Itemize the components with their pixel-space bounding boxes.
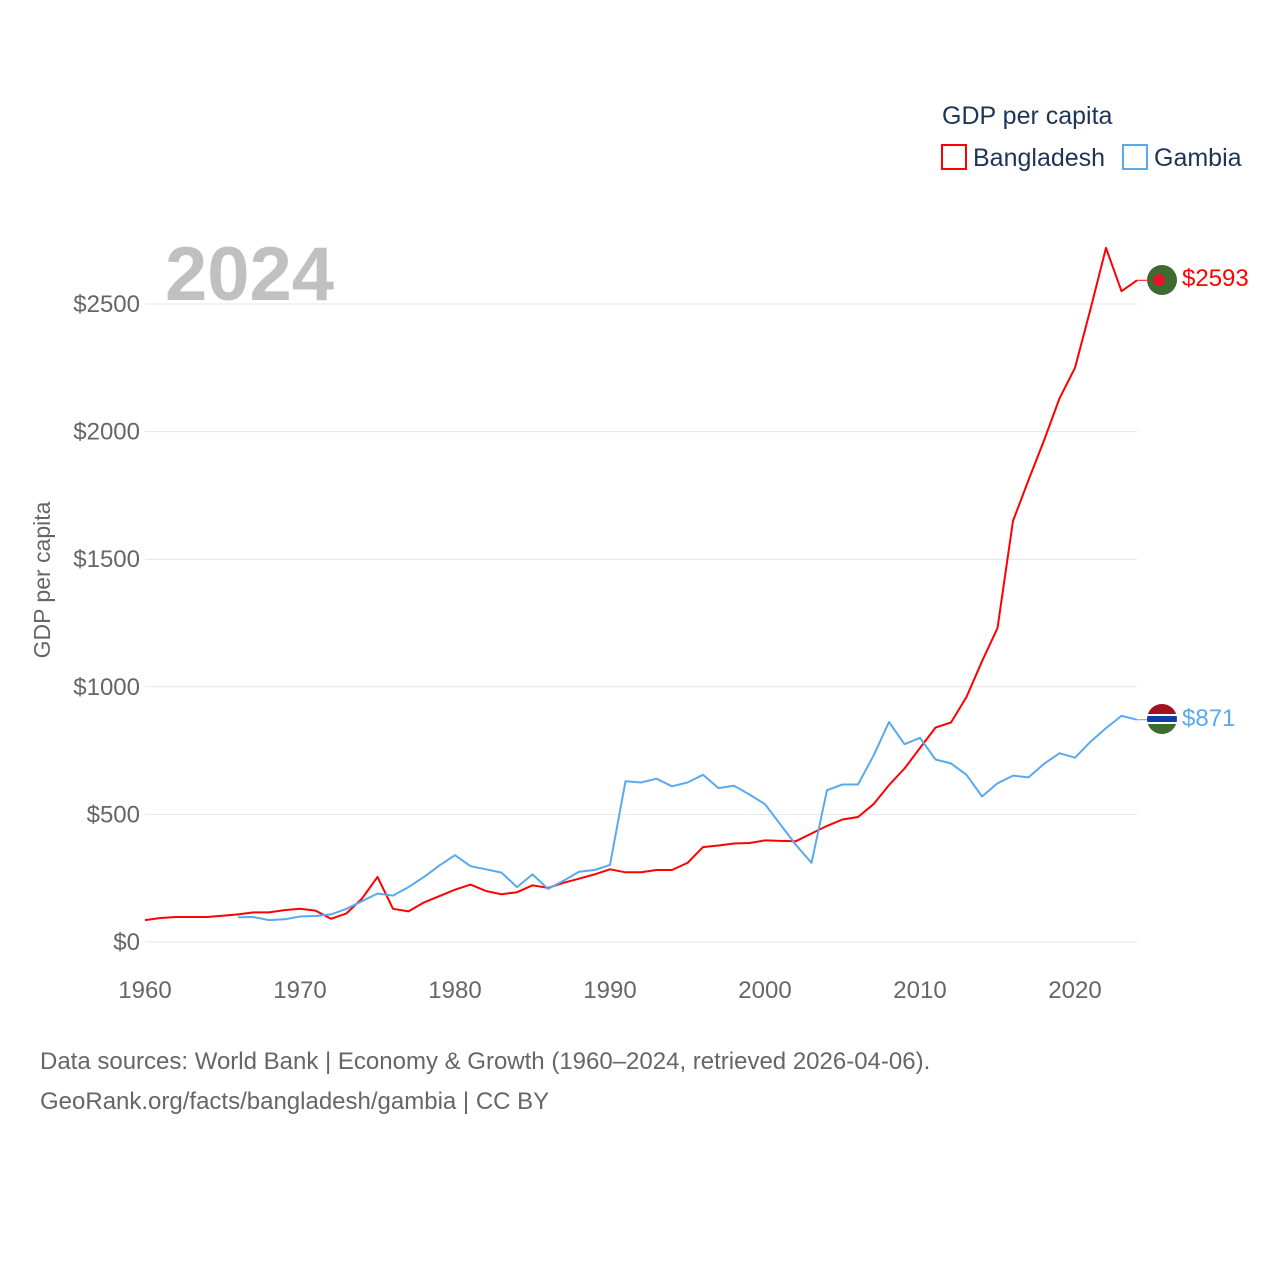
y-tick-label: $1500: [73, 546, 140, 573]
grid-lines: [145, 303, 1137, 943]
bangladesh-flag-icon: [1147, 265, 1177, 295]
y-axis-ticks: $0 $500 $1000 $1500 $2000 $2500: [73, 291, 140, 956]
footer-sources: Data sources: World Bank | Economy & Gro…: [40, 1048, 930, 1075]
legend-label-bangladesh[interactable]: Bangladesh: [973, 144, 1105, 172]
y-tick-label: $0: [113, 929, 140, 956]
x-tick-label: 1970: [273, 977, 326, 1004]
y-tick-label: $1000: [73, 674, 140, 701]
legend-swatch-gambia: [1122, 144, 1148, 170]
x-tick-label: 2000: [738, 977, 791, 1004]
x-tick-label: 1960: [118, 977, 171, 1004]
x-tick-label: 2010: [893, 977, 946, 1004]
bangladesh-end-label: $2593: [1182, 265, 1249, 292]
series-line-bangladesh: [144, 246, 1138, 922]
y-tick-label: $2500: [73, 291, 140, 318]
legend-title: GDP per capita: [942, 102, 1113, 130]
gambia-flag-icon: [1147, 704, 1177, 734]
x-tick-label: 1980: [428, 977, 481, 1004]
x-tick-label: 1990: [583, 977, 636, 1004]
x-tick-label: 2020: [1048, 977, 1101, 1004]
series-lines: [144, 246, 1147, 922]
legend: GDP per capita Bangladesh Gambia: [941, 102, 1242, 172]
footer-attribution[interactable]: GeoRank.org/facts/bangladesh/gambia | CC…: [40, 1088, 549, 1115]
y-tick-label: $2000: [73, 419, 140, 446]
x-axis-ticks: 1960 1970 1980 1990 2000 2010 2020: [118, 977, 1101, 1004]
y-tick-label: $500: [87, 801, 140, 828]
legend-label-gambia[interactable]: Gambia: [1154, 144, 1242, 172]
gambia-end-label: $871: [1182, 705, 1235, 732]
y-axis-label: GDP per capita: [29, 501, 55, 658]
legend-swatch-bangladesh: [941, 144, 967, 170]
year-label: 2024: [165, 232, 334, 317]
series-line-gambia: [237, 714, 1138, 922]
